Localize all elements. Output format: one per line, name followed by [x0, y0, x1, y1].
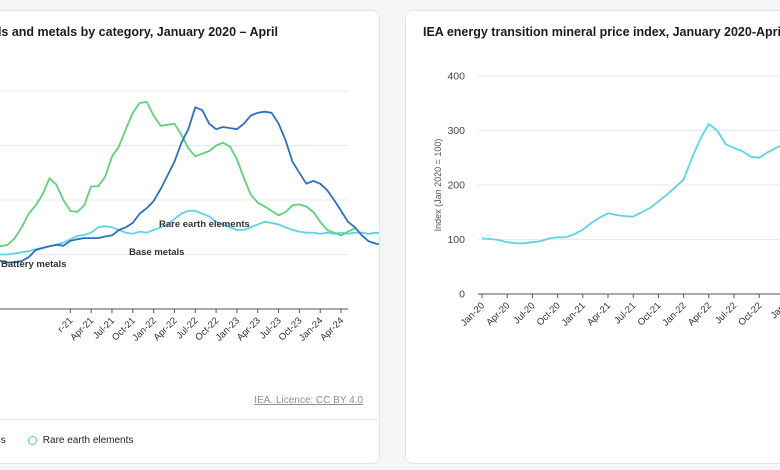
annotation-battery-metals: Battery metals	[1, 259, 66, 270]
annotation-base-metals: Base metals	[129, 247, 184, 258]
left-chart-plot: r-21Apr-21Jul-21Oct-21Jan-22Apr-22Jul-22…	[0, 90, 379, 344]
series-line	[481, 123, 780, 245]
x-tick-label: Oct-22	[736, 300, 764, 328]
right-chart-plot: 0 100 200 300 400 Index (Jan 2020 = 100) Jan-2…	[433, 71, 780, 329]
y-axis-label: Index (Jan 2020 = 100)	[433, 139, 443, 232]
left-chart-legend: als Rare earth elements	[0, 435, 133, 446]
right-chart-card: IEA energy transition mineral price inde…	[405, 10, 780, 464]
x-tick-label: Apr-22	[152, 315, 180, 343]
x-tick-label: Apr-23	[235, 315, 263, 343]
annotation-rare-earth: Rare earth elements	[159, 219, 250, 230]
legend-divider	[0, 419, 379, 420]
series-line	[0, 101, 356, 248]
legend-label-battery: als	[0, 435, 6, 446]
y-tick-label: 400	[447, 71, 465, 83]
x-tick-label: Jan-	[769, 300, 780, 321]
x-tick-label: Apr-21	[585, 300, 613, 328]
x-tick-label: Oct-21	[636, 300, 664, 328]
x-tick-label: Apr-21	[68, 315, 96, 343]
legend-dot-icon	[27, 436, 37, 445]
left-chart-card: als and metals by category, January 2020…	[0, 10, 380, 464]
legend-item-rare-earth[interactable]: Rare earth elements	[27, 435, 134, 446]
x-tick-label: Apr-20	[484, 300, 512, 328]
left-chart-title: als and metals by category, January 2020…	[0, 25, 278, 39]
y-tick-label: 0	[459, 289, 465, 301]
x-tick-label: Jan-22	[660, 300, 688, 328]
y-tick-label: 100	[447, 234, 465, 246]
x-tick-label: Jan-20	[459, 300, 487, 328]
y-tick-label: 200	[447, 180, 465, 192]
x-tick-label: Apr-24	[318, 315, 346, 343]
x-tick-label: Jul-20	[511, 300, 537, 326]
x-tick-label: Jan-21	[560, 300, 588, 328]
series-line	[0, 106, 379, 264]
legend-item-battery[interactable]: als	[0, 435, 6, 446]
right-chart-title: IEA energy transition mineral price inde…	[423, 25, 780, 39]
x-tick-label: Oct-20	[535, 300, 563, 328]
x-tick-label: Jul-22	[713, 300, 739, 326]
legend-label-rare-earth: Rare earth elements	[42, 435, 134, 446]
y-tick-label: 300	[447, 125, 465, 137]
series-line	[0, 210, 379, 256]
source-licence-link[interactable]: IEA. Licence: CC BY 4.0	[254, 395, 363, 406]
x-tick-label: Jul-21	[612, 300, 638, 326]
x-tick-label: Apr-22	[686, 300, 714, 328]
